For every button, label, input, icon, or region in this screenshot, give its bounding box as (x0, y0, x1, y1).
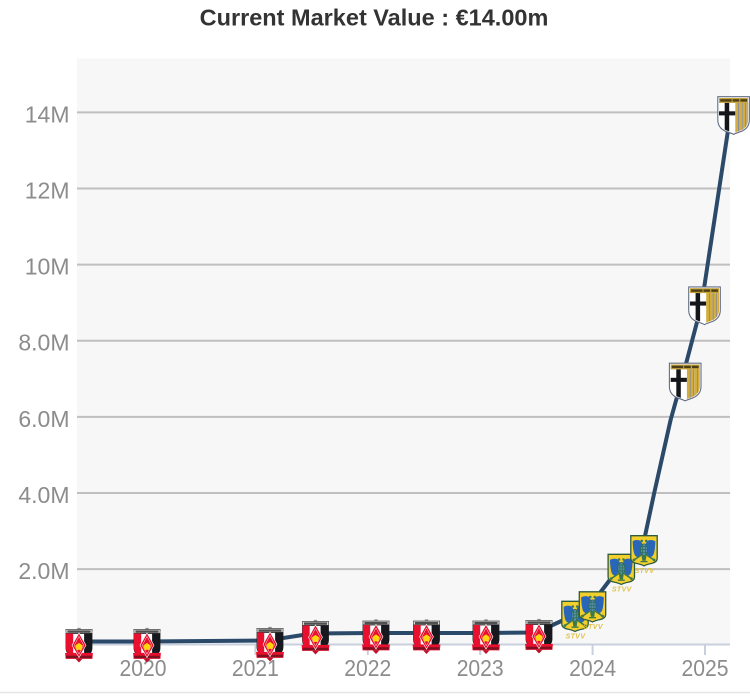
svg-text:12M: 12M (25, 178, 70, 204)
svg-text:2020: 2020 (120, 655, 167, 681)
svg-text:2.0M: 2.0M (18, 558, 69, 584)
svg-text:2025: 2025 (682, 655, 729, 681)
svg-text:8.0M: 8.0M (18, 330, 69, 356)
svg-text:2023: 2023 (457, 655, 504, 681)
svg-text:4.0M: 4.0M (18, 482, 69, 508)
svg-text:14M: 14M (25, 101, 70, 127)
svg-text:2024: 2024 (569, 655, 616, 681)
svg-text:6.0M: 6.0M (18, 406, 69, 432)
svg-text:10M: 10M (25, 254, 70, 280)
svg-text:2022: 2022 (344, 655, 391, 681)
svg-text:Current Market Value : €14.00m: Current Market Value : €14.00m (200, 5, 549, 31)
